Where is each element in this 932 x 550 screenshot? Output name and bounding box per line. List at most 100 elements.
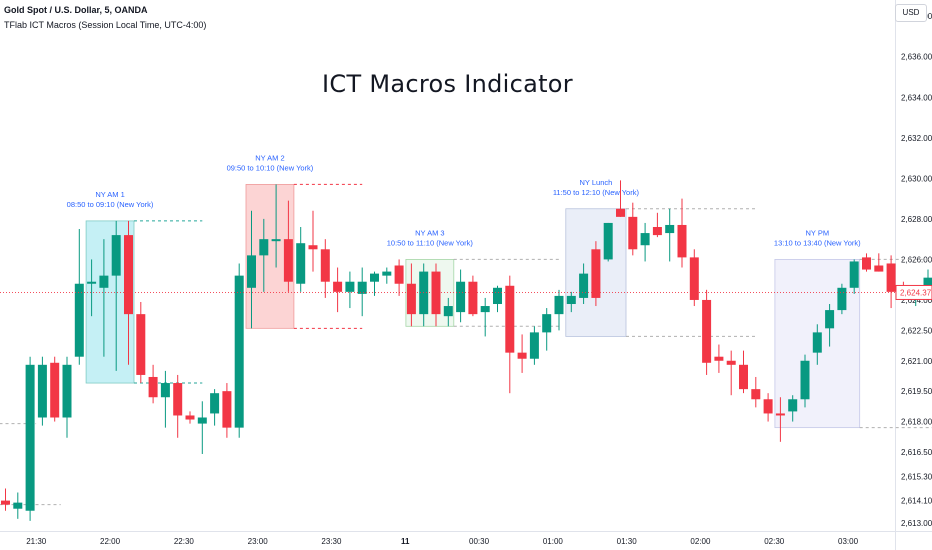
x-tick-label: 22:00	[100, 537, 121, 546]
y-tick-label: 2,630.000	[901, 174, 932, 183]
y-tick-label: 2,618.000	[901, 418, 932, 427]
candle-body	[148, 376, 158, 398]
candle-body	[99, 275, 109, 288]
x-tick-label: 02:00	[690, 537, 711, 546]
candle-body	[357, 281, 367, 294]
candle-body	[234, 275, 244, 428]
macro-name-label: NY PM	[805, 228, 829, 237]
candle-body	[111, 235, 121, 276]
candle-body	[296, 243, 306, 284]
x-tick-label: 00:30	[469, 537, 490, 546]
candle-body	[74, 283, 84, 357]
candle-body	[370, 273, 379, 282]
last-price-box	[895, 284, 932, 300]
x-tick-label: 01:00	[543, 537, 564, 546]
candle-body	[603, 222, 613, 260]
macro-name-label: NY Lunch	[579, 178, 612, 187]
currency-button[interactable]: USD	[895, 4, 927, 22]
candle-body	[825, 310, 835, 329]
candle-body	[751, 389, 761, 400]
y-tick-label: 2,636.000	[901, 53, 932, 62]
candle-body	[160, 383, 170, 398]
macro-time-label: 10:50 to 11:10 (New York)	[387, 238, 474, 247]
candle-body	[1, 500, 10, 505]
candle-body	[788, 399, 798, 412]
candle-body	[579, 273, 589, 298]
x-tick-label: 01:30	[617, 537, 638, 546]
candle-body	[210, 393, 220, 414]
candle-body	[566, 295, 576, 305]
candle-body	[640, 233, 650, 246]
candle-body	[222, 391, 232, 428]
candle-body	[775, 413, 785, 416]
y-tick-label: 2,616.500	[901, 448, 932, 457]
y-tick-label: 2,621.000	[901, 357, 932, 366]
x-tick-label: 03:00	[838, 537, 859, 546]
candle-body	[345, 281, 355, 292]
macro-time-label: 13:10 to 13:40 (New York)	[774, 238, 861, 247]
x-tick-label: 02:30	[764, 537, 785, 546]
macro-name-label: NY AM 2	[255, 153, 284, 162]
candle-body	[493, 287, 502, 305]
y-tick-label: 2,624.000	[901, 296, 932, 305]
candle-body	[419, 271, 429, 315]
candle-body	[50, 362, 60, 418]
last-price-label: 2,624.370	[900, 288, 932, 297]
candle-body	[25, 364, 35, 511]
candle-body	[197, 417, 207, 424]
macro-time-label: 11:50 to 12:10 (New York)	[553, 188, 640, 197]
candle-body	[173, 383, 183, 416]
candle-body	[628, 216, 638, 250]
candle-body	[62, 364, 72, 418]
y-tick-label: 2,628.000	[901, 215, 932, 224]
candle-body	[456, 281, 466, 313]
candle-body	[283, 239, 293, 282]
y-tick-label: 2,614.100	[901, 497, 932, 506]
candle-body	[87, 281, 97, 284]
y-tick-label: 2,622.500	[901, 326, 932, 335]
candle-body	[468, 281, 478, 315]
candle-body	[259, 239, 269, 256]
macro-name-label: NY AM 3	[415, 228, 444, 237]
candle-body	[529, 332, 539, 359]
chart-title: ICT Macros Indicator	[322, 70, 573, 98]
y-tick-label: 2,634.000	[901, 93, 932, 102]
candle-body	[382, 271, 392, 276]
candle-body	[394, 265, 404, 284]
candle-body	[714, 356, 724, 361]
y-tick-label: 2,632.000	[901, 134, 932, 143]
candle-body	[480, 306, 490, 313]
candle-body	[320, 249, 330, 282]
candle-body	[308, 245, 318, 250]
x-tick-label: 11	[401, 537, 410, 546]
candle-body	[542, 314, 552, 333]
candle-body	[185, 415, 195, 420]
candle-body	[271, 239, 281, 242]
candle-body	[333, 281, 343, 292]
symbol-header: Gold Spot / U.S. Dollar, 5, OANDA	[4, 5, 148, 15]
y-tick-label: 2,615.300	[901, 472, 932, 481]
candle-body	[726, 360, 736, 365]
candle-body	[406, 283, 416, 315]
candle-body	[812, 332, 822, 353]
candle-body	[862, 257, 871, 270]
candle-body	[247, 255, 256, 288]
candle-body	[702, 299, 712, 363]
y-tick-label: 2,619.500	[901, 387, 932, 396]
candle-body	[124, 235, 133, 315]
candle-body	[886, 263, 896, 292]
macro-time-label: 08:50 to 09:10 (New York)	[67, 200, 154, 209]
candle-body	[739, 364, 748, 390]
x-tick-label: 23:30	[321, 537, 342, 546]
candle-body	[505, 285, 515, 353]
macro-name-label: NY AM 1	[95, 190, 124, 199]
candle-body	[763, 399, 773, 414]
candle-body	[800, 360, 810, 400]
candle-body	[652, 226, 662, 236]
macro-time-label: 09:50 to 10:10 (New York)	[227, 163, 314, 172]
candle-body	[443, 306, 453, 317]
candle-body	[591, 249, 601, 298]
y-tick-label: 2,613.000	[901, 519, 932, 528]
x-tick-label: 21:30	[26, 537, 47, 546]
